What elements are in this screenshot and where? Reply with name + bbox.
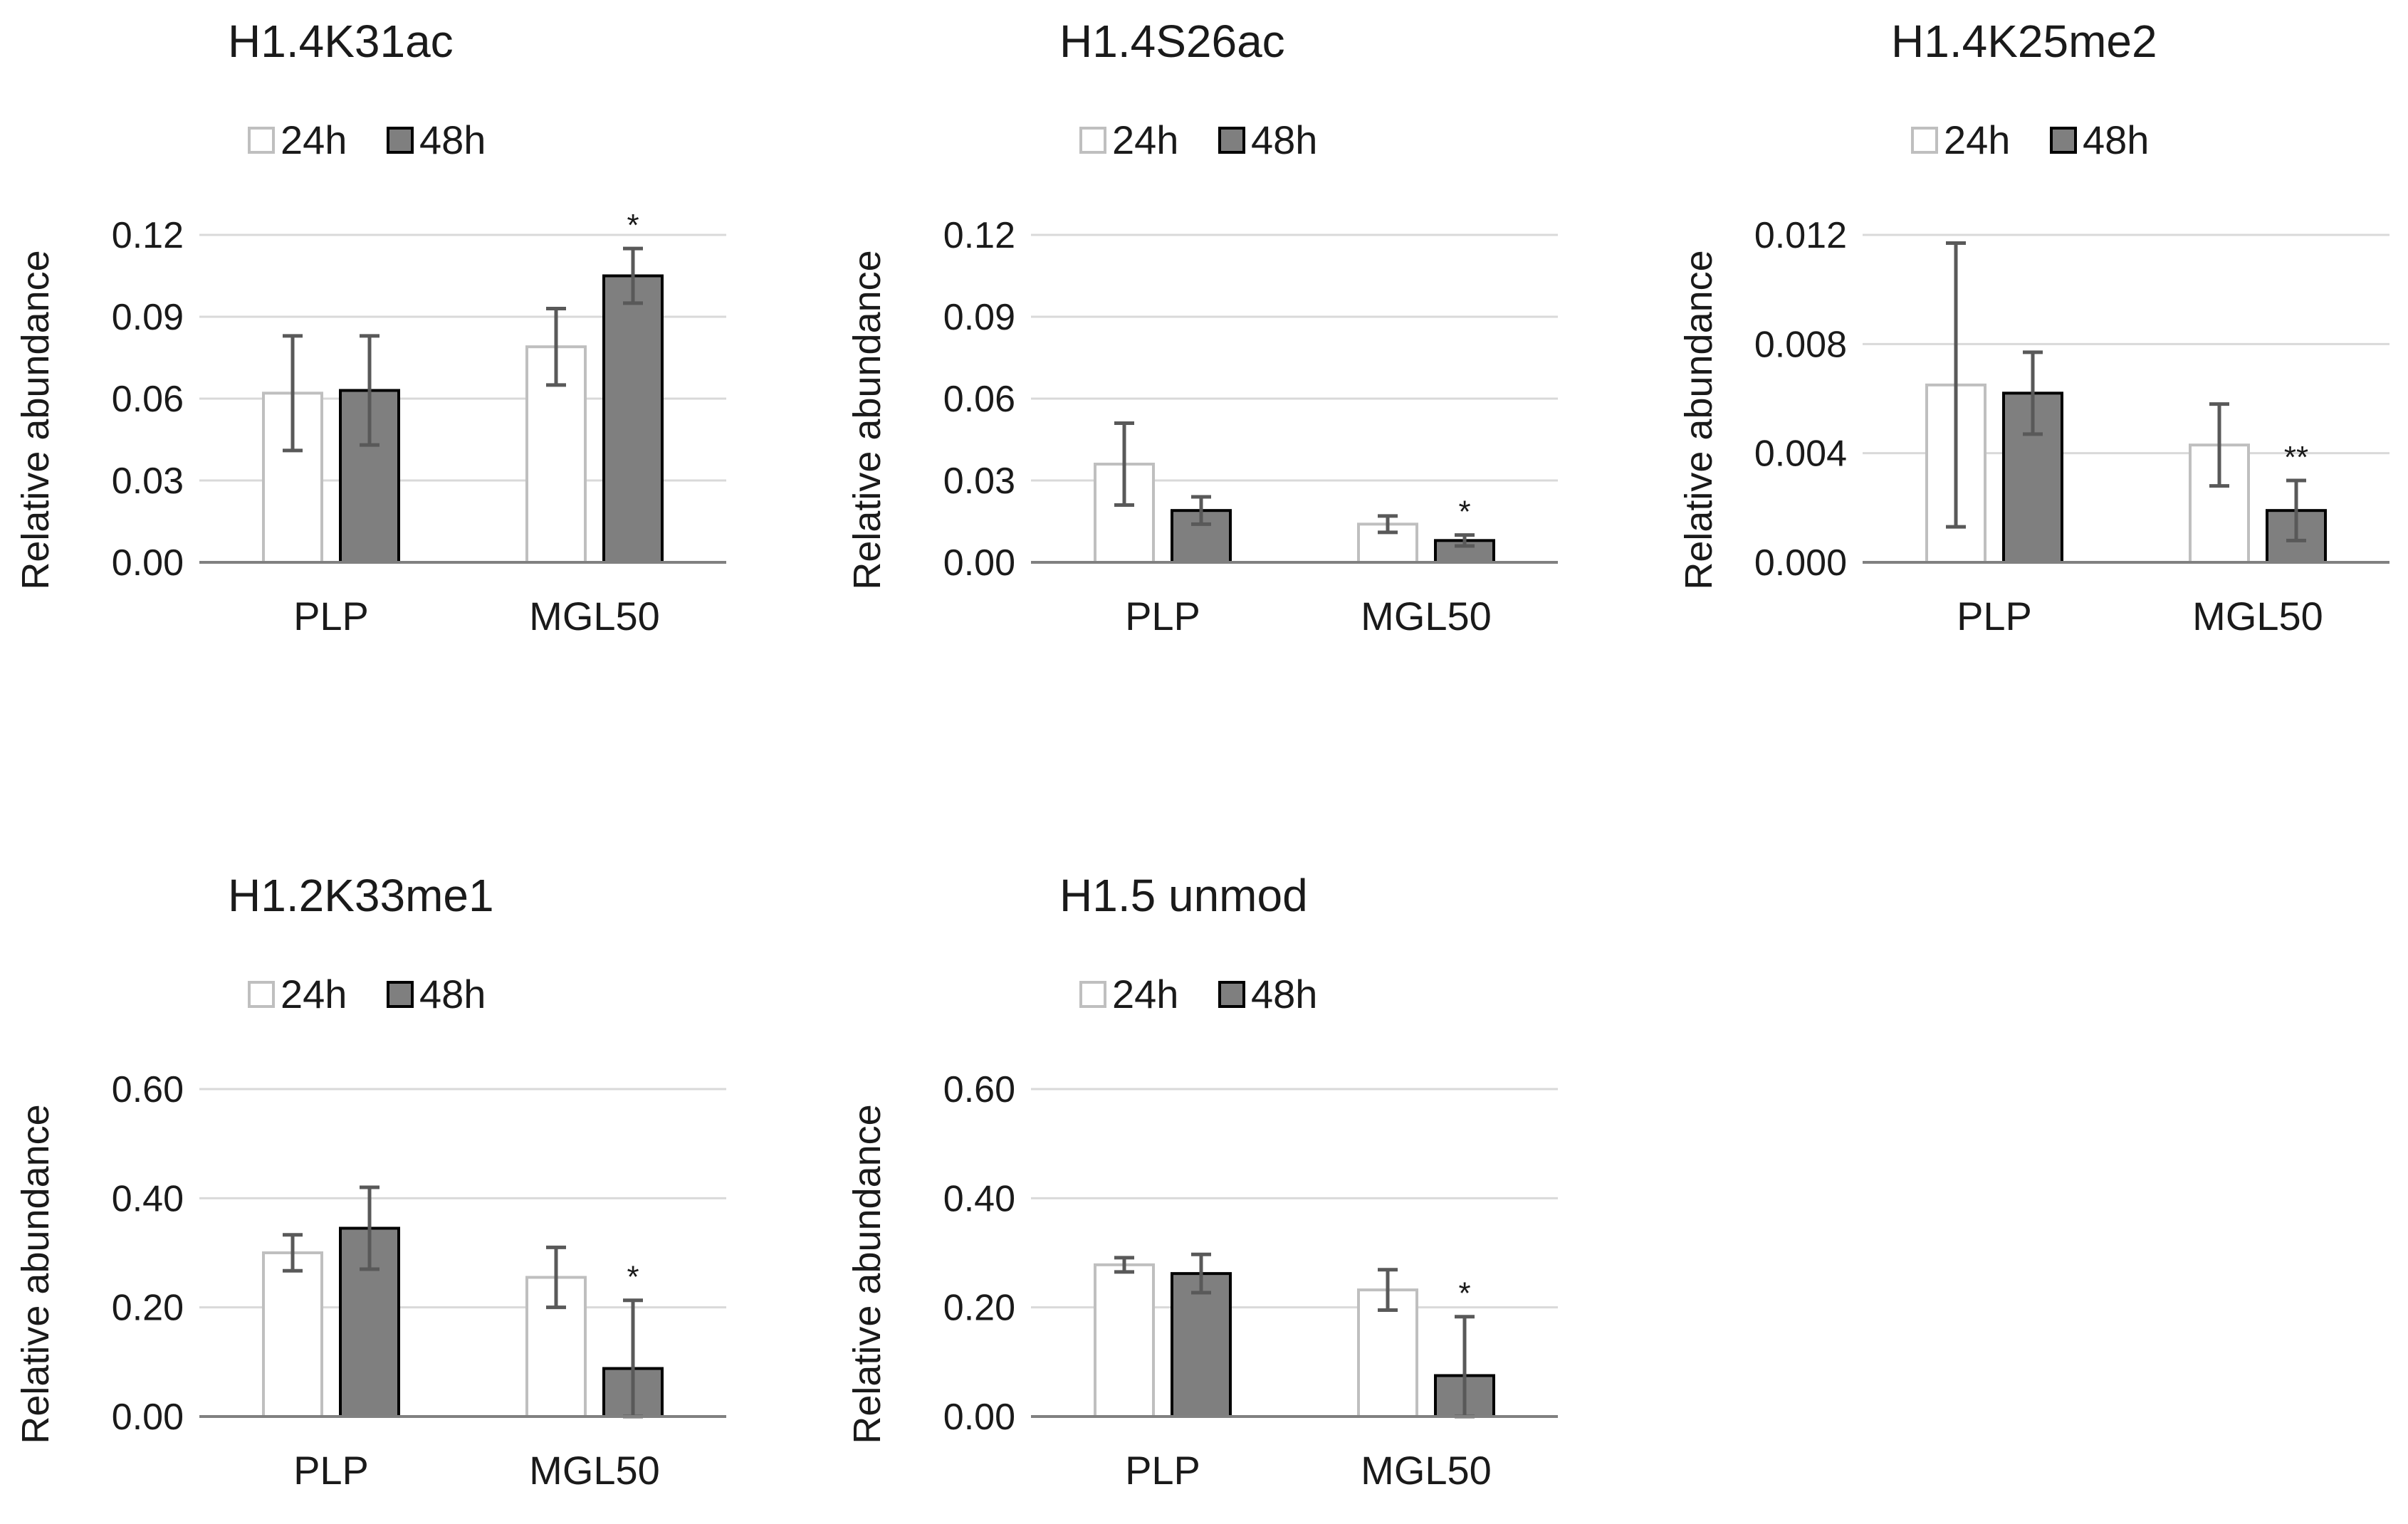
x-category-label: PLP xyxy=(1957,594,2032,638)
chart-title: H1.5 unmod xyxy=(1059,870,1308,921)
y-tick-label: 0.20 xyxy=(943,1288,1015,1329)
significance-marker: ** xyxy=(2284,440,2308,475)
error-bar-PLP-24h xyxy=(1946,241,1966,529)
legend-label-48h: 48h xyxy=(419,972,486,1016)
y-tick-label: 0.03 xyxy=(112,461,184,502)
error-bar-PLP-48h xyxy=(1191,1252,1211,1295)
legend-label-48h: 48h xyxy=(1251,117,1317,162)
chart-panel-4: H1.2K33me1 24h 48h 0.00 0.20 0.40 0.60 Relative… xyxy=(14,870,726,1493)
bar-MGL50-48h xyxy=(602,274,664,564)
legend-swatch-24h xyxy=(248,127,275,154)
legend-label-48h: 48h xyxy=(2083,117,2149,162)
y-tick-label: 0.06 xyxy=(112,379,184,420)
legend-swatch-24h xyxy=(1911,127,1938,154)
legend-swatch-48h xyxy=(1218,127,1245,154)
chart-panel-1: H1.4K31ac 24h 48h 0.00 0.03 0.06 0.09 0.12 Relat… xyxy=(14,16,726,638)
chart-title: H1.4K31ac xyxy=(228,16,454,67)
significance-marker: * xyxy=(1458,495,1470,530)
y-axis-label: Relative abundance xyxy=(14,250,57,589)
y-tick-label: 0.008 xyxy=(1754,324,1847,365)
y-tick-label: 0.09 xyxy=(943,297,1015,338)
error-bar-PLP-48h xyxy=(2023,350,2043,436)
error-bar-MGL50-24h xyxy=(546,307,566,387)
y-tick-label: 0.12 xyxy=(112,215,184,256)
legend-swatch-48h xyxy=(387,127,414,154)
chart-panel-3: H1.4K25me2 24h 48h 0.000 0.004 0.008 0.012 Rela… xyxy=(1677,16,2389,638)
legend-swatch-24h xyxy=(248,981,275,1008)
y-axis-label: Relative abundance xyxy=(846,250,889,589)
bar-PLP-24h xyxy=(262,1251,323,1418)
x-category-label: PLP xyxy=(1125,1448,1200,1493)
y-tick-label: 0.03 xyxy=(943,461,1015,502)
y-tick-label: 0.60 xyxy=(943,1069,1015,1110)
legend-label-24h: 24h xyxy=(1944,117,2010,162)
significance-marker: * xyxy=(627,1260,639,1295)
x-category-label: MGL50 xyxy=(529,594,660,638)
y-tick-label: 0.000 xyxy=(1754,542,1847,584)
x-category-label: MGL50 xyxy=(2192,594,2323,638)
legend-swatch-48h xyxy=(387,981,414,1008)
legend-label-48h: 48h xyxy=(419,117,486,162)
error-bar-PLP-24h xyxy=(1114,421,1134,507)
y-axis-label: Relative abundance xyxy=(14,1104,57,1444)
chart-title: H1.2K33me1 xyxy=(228,870,494,921)
y-tick-label: 0.12 xyxy=(943,215,1015,256)
error-bar-PLP-24h xyxy=(1114,1256,1134,1274)
y-tick-label: 0.40 xyxy=(112,1178,184,1219)
chart-title: H1.4K25me2 xyxy=(1891,16,2157,67)
error-bar-MGL50-24h xyxy=(1378,1268,1398,1312)
legend-label-24h: 24h xyxy=(281,972,347,1016)
x-category-label: PLP xyxy=(293,594,369,638)
x-category-label: MGL50 xyxy=(1361,1448,1492,1493)
y-axis-label: Relative abundance xyxy=(846,1104,889,1444)
legend-label-24h: 24h xyxy=(281,117,347,162)
significance-marker: * xyxy=(627,208,639,243)
legend-label-24h: 24h xyxy=(1112,972,1178,1016)
y-tick-label: 0.09 xyxy=(112,297,184,338)
chart-title: H1.4S26ac xyxy=(1059,16,1285,67)
chart-panel-2: H1.4S26ac 24h 48h 0.00 0.03 0.06 0.09 0.12 Relat… xyxy=(846,16,1558,638)
y-axis-label: Relative abundance xyxy=(1677,250,1720,589)
y-tick-label: 0.00 xyxy=(943,1397,1015,1438)
x-category-label: MGL50 xyxy=(1361,594,1492,638)
legend-label-24h: 24h xyxy=(1112,117,1178,162)
error-bar-PLP-48h xyxy=(360,334,379,447)
bar-PLP-48h xyxy=(1171,1272,1232,1419)
y-tick-label: 0.00 xyxy=(112,542,184,584)
y-tick-label: 0.004 xyxy=(1754,433,1847,475)
legend-swatch-24h xyxy=(1079,981,1106,1008)
y-tick-label: 0.00 xyxy=(112,1397,184,1438)
y-tick-label: 0.40 xyxy=(943,1178,1015,1219)
error-bar-PLP-48h xyxy=(1191,495,1211,526)
error-bar-PLP-24h xyxy=(283,1233,303,1273)
y-tick-label: 0.012 xyxy=(1754,215,1847,256)
chart-panel-5: H1.5 unmod 24h 48h 0.00 0.20 0.40 0.60 Relative… xyxy=(846,870,1558,1493)
error-bar-MGL50-48h xyxy=(1455,533,1475,548)
x-category-label: PLP xyxy=(1125,594,1200,638)
legend-swatch-24h xyxy=(1079,127,1106,154)
y-tick-label: 0.06 xyxy=(943,379,1015,420)
y-tick-label: 0.20 xyxy=(112,1288,184,1329)
x-category-label: PLP xyxy=(293,1448,369,1493)
error-bar-MGL50-24h xyxy=(2209,402,2229,488)
error-bar-MGL50-48h xyxy=(623,246,643,305)
y-tick-label: 0.00 xyxy=(943,542,1015,584)
legend-swatch-48h xyxy=(1218,981,1245,1008)
y-tick-label: 0.60 xyxy=(112,1069,184,1110)
significance-marker: * xyxy=(1458,1276,1470,1311)
x-category-label: MGL50 xyxy=(529,1448,660,1493)
error-bar-MGL50-48h xyxy=(2286,478,2306,542)
legend-swatch-48h xyxy=(2050,127,2077,154)
error-bar-PLP-48h xyxy=(360,1185,379,1271)
error-bar-MGL50-24h xyxy=(546,1245,566,1310)
legend-label-48h: 48h xyxy=(1251,972,1317,1016)
error-bar-PLP-24h xyxy=(283,334,303,453)
error-bar-MGL50-24h xyxy=(1378,514,1398,535)
bar-PLP-24h xyxy=(1094,1263,1155,1418)
